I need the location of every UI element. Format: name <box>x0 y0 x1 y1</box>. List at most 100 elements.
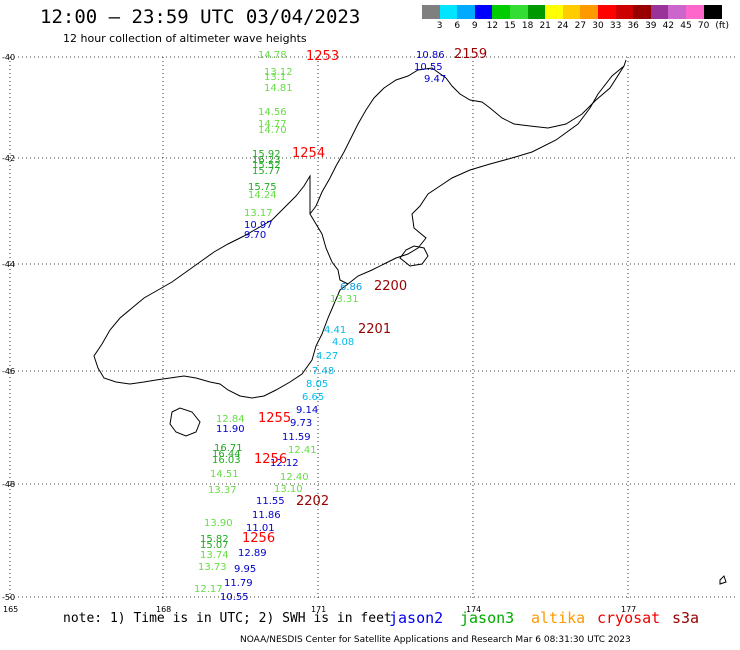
swh-value: 9.47 <box>424 74 446 85</box>
colorbar-swatch <box>615 5 634 19</box>
colorbar-tick-label: 24 <box>557 21 569 31</box>
colorbar-swatch <box>633 5 652 19</box>
swh-value: 12.89 <box>238 548 267 559</box>
footnote: note: 1) Time is in UTC; 2) SWH is in fe… <box>63 611 392 626</box>
track-time-label: 1255 <box>258 411 291 426</box>
lon-label: 171 <box>311 605 326 614</box>
swh-value: 13.1 <box>264 72 286 83</box>
swh-value: 13.12 <box>264 67 293 78</box>
swh-value: 9.70 <box>244 230 266 241</box>
colorbar-tick-label: 33 <box>609 21 622 31</box>
swh-value: 11.59 <box>282 432 311 443</box>
lon-label: 177 <box>621 605 636 614</box>
track-time-label: 2159 <box>454 47 487 62</box>
colorbar-unit-label: (ft) <box>715 21 729 31</box>
lat-lon-grid: -40 -42 -44 -46 -48 -50 165 168 171 174 177 <box>2 53 735 614</box>
swh-value: 12.17 <box>194 584 223 595</box>
swh-value: 9.95 <box>234 564 256 575</box>
colorbar-swatch <box>668 5 687 19</box>
swh-value: 4.08 <box>332 337 354 348</box>
satellite-legend-s3a: s3a <box>672 609 700 627</box>
swh-value: 10.86 <box>416 50 445 61</box>
coastline-east <box>347 65 625 285</box>
map-subtitle: 12 hour collection of altimeter wave hei… <box>63 32 307 45</box>
colorbar-swatch <box>527 5 546 19</box>
lat-label: -42 <box>2 154 15 163</box>
swh-value: 12.84 <box>216 414 245 425</box>
swh-value: 15.07 <box>200 540 229 551</box>
colorbar-tick-label: 3 <box>436 21 443 31</box>
swh-value: 10.55 <box>220 592 249 603</box>
swh-value: 13.73 <box>198 562 227 573</box>
swh-value: 16.23 <box>252 155 281 166</box>
swh-value: 13.37 <box>208 485 237 496</box>
track-time-label: 1256 <box>254 452 287 467</box>
colorbar-swatch <box>545 5 564 19</box>
colorbar-tick-label: 36 <box>627 21 639 31</box>
lon-label: 168 <box>156 605 171 614</box>
satellite-legend-altika: altika <box>531 609 586 627</box>
swh-value: 11.90 <box>216 424 245 435</box>
map-title: 12:00 – 23:59 UTC 03/04/2023 <box>40 6 361 28</box>
satellite-legend-cryosat: cryosat <box>597 609 661 627</box>
colorbar-swatch <box>703 5 722 19</box>
swh-value: 11.55 <box>256 496 285 507</box>
swh-value: 16.71 <box>214 443 243 454</box>
swh-value: 16.44 <box>212 449 241 460</box>
track-time-label: 2200 <box>374 279 407 294</box>
swh-value: 7.48 <box>312 366 334 377</box>
stewart-island <box>169 407 201 437</box>
coastline-main <box>309 59 627 285</box>
satellite-legend-jason2: jason2 <box>389 609 444 627</box>
swh-value: 11.79 <box>224 578 253 589</box>
lat-label: -50 <box>2 593 15 602</box>
swh-value: 12.41 <box>288 445 317 456</box>
colorbar-swatch <box>650 5 669 19</box>
lat-label: -46 <box>2 367 15 376</box>
swh-value: 15.92 <box>252 149 281 160</box>
colorbar-swatch <box>580 5 599 19</box>
swh-value: 14.78 <box>258 50 287 61</box>
swh-value: 15.52 <box>252 160 281 171</box>
colorbar-tick-label: 30 <box>592 21 604 31</box>
swh-value: 8.05 <box>306 379 328 390</box>
swh-value: 12.12 <box>270 458 299 469</box>
swh-value: 14.56 <box>258 107 287 118</box>
swh-value: 6.86 <box>340 282 362 293</box>
track-time-label: 1256 <box>242 531 275 546</box>
south-island-coastline <box>93 59 727 585</box>
lon-label: 174 <box>466 605 481 614</box>
credit-line: NOAA/NESDIS Center for Satellite Applica… <box>240 635 631 645</box>
swh-value: 4.27 <box>316 351 338 362</box>
swh-value: 6.65 <box>302 392 324 403</box>
banks-peninsula <box>399 245 429 267</box>
colorbar-tick-label: 9 <box>471 21 478 31</box>
swh-value: 13.10 <box>274 484 303 495</box>
swh-value: 13.31 <box>330 294 359 305</box>
colorbar-swatch <box>474 5 493 19</box>
colorbar-tick-label: 21 <box>539 21 551 31</box>
swh-value: 9.73 <box>290 418 312 429</box>
colorbar-swatch <box>562 5 581 19</box>
colorbar-swatch <box>422 5 441 19</box>
swh-value: 13.74 <box>200 550 229 561</box>
satellite-legend-jason3: jason3 <box>460 609 515 627</box>
swh-value: 15.82 <box>200 534 229 545</box>
colorbar-tick-label: 15 <box>504 21 516 31</box>
lat-label: -44 <box>2 260 15 269</box>
swh-value: 15.75 <box>248 182 277 193</box>
colorbar-tick-label: 27 <box>574 21 587 31</box>
swh-value: 16.03 <box>212 455 241 466</box>
swh-value: 10.97 <box>244 220 273 231</box>
swh-value: 14.77 <box>258 119 287 130</box>
colorbar-tick-label: 42 <box>662 21 675 31</box>
swh-value: 12.40 <box>280 472 309 483</box>
swh-value: 13.90 <box>204 518 233 529</box>
colorbar-tick-label: 45 <box>680 21 692 31</box>
colorbar-swatch <box>686 5 705 19</box>
colorbar-tick-label: 70 <box>697 21 710 31</box>
islet-south <box>719 575 727 585</box>
swh-value: 10.55 <box>414 62 443 73</box>
